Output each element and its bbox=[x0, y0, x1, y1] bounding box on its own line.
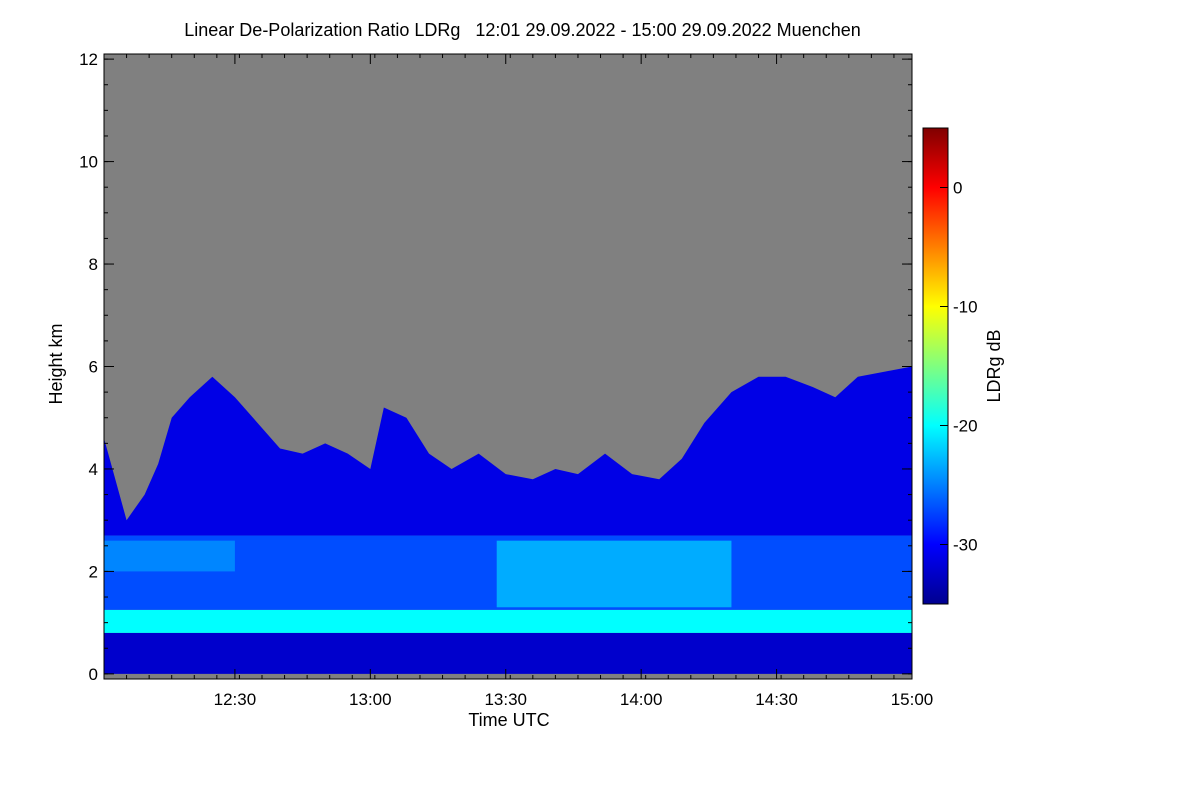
y-tick-label: 10 bbox=[79, 153, 98, 172]
x-tick-label: 13:00 bbox=[349, 690, 392, 709]
chart-title: Linear De-Polarization Ratio LDRg 12:01 … bbox=[184, 20, 861, 40]
x-tick-label: 14:30 bbox=[755, 690, 798, 709]
x-tick-label: 12:30 bbox=[214, 690, 257, 709]
x-axis-title: Time UTC bbox=[468, 710, 549, 730]
colorbar-label: LDRg dB bbox=[984, 329, 1004, 402]
colorbar-tick-label: -20 bbox=[953, 417, 978, 436]
y-axis: 0 2 4 6 8 10 12 bbox=[79, 50, 912, 684]
y-tick-label: 0 bbox=[89, 665, 98, 684]
colorbar-ticks: 0 -10 -20 -30 bbox=[940, 179, 978, 555]
y-tick-label: 12 bbox=[79, 50, 98, 69]
colorbar-tick-label: -30 bbox=[953, 536, 978, 555]
y-tick-label: 6 bbox=[89, 358, 98, 377]
heat-layer-1 bbox=[104, 609, 912, 633]
colorbar-tick-label: 0 bbox=[953, 179, 962, 198]
y-tick-label: 4 bbox=[89, 460, 98, 479]
x-tick-label: 15:00 bbox=[891, 690, 934, 709]
heat-streak-1 bbox=[496, 540, 732, 608]
plot-area bbox=[104, 54, 912, 679]
y-axis-title: Height km bbox=[46, 323, 66, 404]
colorbar-tick-label: -10 bbox=[953, 298, 978, 317]
x-tick-label: 14:00 bbox=[620, 690, 663, 709]
y-tick-label: 2 bbox=[89, 562, 98, 581]
colorbar-gradient bbox=[922, 127, 949, 605]
heat-streak-0 bbox=[104, 540, 235, 572]
x-tick-label: 13:30 bbox=[484, 690, 527, 709]
heatmap-layers bbox=[104, 366, 912, 674]
x-axis: 12:30 13:00 13:30 14:00 14:30 15:00 bbox=[103, 54, 934, 709]
heat-layer-3 bbox=[104, 366, 912, 536]
heat-layer-0 bbox=[104, 632, 912, 674]
colorbar: 0 -10 -20 -30 LDRg dB bbox=[922, 127, 1004, 605]
y-tick-label: 8 bbox=[89, 255, 98, 274]
